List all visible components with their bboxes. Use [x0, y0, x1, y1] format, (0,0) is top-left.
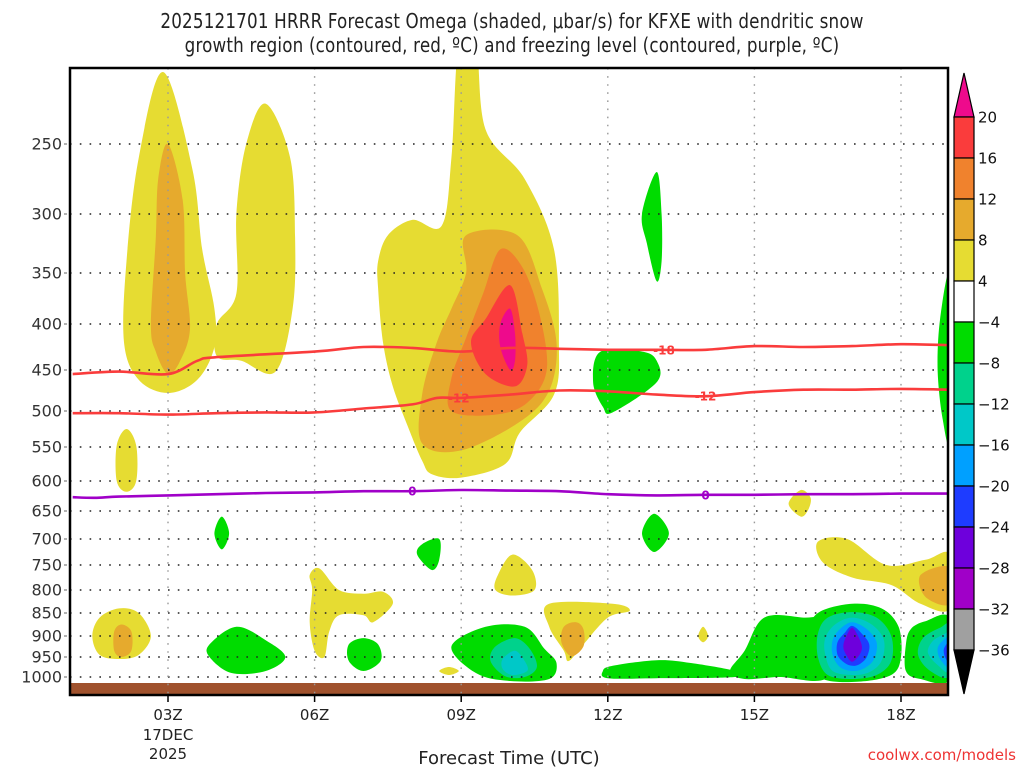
- colorbar-label: 8: [978, 232, 988, 250]
- colorbar-label: 20: [978, 109, 997, 127]
- temperature-contours-layer: -18 -12 -12 0 0: [72, 342, 948, 502]
- omega-region-green-diamond-04z: [214, 516, 230, 550]
- omega-region-yellow-blob-11z: [543, 601, 630, 662]
- colorbar-label: −28: [978, 560, 1010, 578]
- contour-label-freezing-level: 0: [408, 485, 416, 499]
- y-axis: 250 300 350 400 450 500 550 600 650 700 750 800 850 9…: [21, 135, 67, 687]
- omega-shading-layer: [92, 69, 948, 684]
- omega-region-yellow-diamond-16z: [788, 489, 811, 517]
- contour-label-dgz-top: -18: [653, 343, 675, 357]
- x-tick-label-18Z: 18Z: [886, 706, 915, 724]
- contour-label-freezing-level: 0: [701, 488, 709, 502]
- contour-freezing-level: [72, 488, 948, 500]
- y-tick-label-500: 500: [31, 402, 62, 421]
- omega-region-blue-blob-19z: [937, 636, 948, 668]
- chart-title-line-1: 2025121701 HRRR Forecast Omega (shaded, …: [160, 9, 864, 33]
- contour-dgz-bottom: [72, 387, 948, 416]
- omega-region-yellow-blob-10z: [494, 554, 537, 596]
- omega-region-green-edge-19z: [937, 274, 948, 445]
- y-tick-label-650: 650: [31, 502, 62, 521]
- y-tick-label-350: 350: [31, 264, 62, 283]
- y-tick-label-450: 450: [31, 361, 62, 380]
- colorbar-bin: [953, 239, 975, 282]
- colorbar-bin: [953, 485, 975, 528]
- colorbar-bin: [953, 608, 975, 651]
- omega-region-orange-patch-19z: [918, 565, 948, 606]
- colorbar-label: −24: [978, 519, 1010, 537]
- colorbar-bin: [953, 403, 975, 446]
- y-tick-label-550: 550: [31, 438, 62, 457]
- omega-region-orange-blob-02z-low: [113, 624, 133, 657]
- colorbar-label: 12: [978, 191, 997, 209]
- omega-region-yellow-band-17z: [816, 537, 948, 612]
- colorbar-label: −8: [978, 355, 1000, 373]
- chart-title-line-2: growth region (contoured, red, ºC) and f…: [184, 33, 840, 57]
- plot-frame: [68, 66, 950, 697]
- y-tick-label-850: 850: [31, 604, 62, 623]
- omega-region-yellow-plume-04z: [214, 103, 296, 375]
- omega-region-orange-blob-11z: [560, 622, 585, 657]
- y-tick-label-250: 250: [31, 135, 62, 154]
- y-tick-label-1000: 1000: [21, 668, 62, 687]
- colorbar-label: −20: [978, 478, 1010, 496]
- colorbar-bin: [953, 526, 975, 569]
- y-tick-label-800: 800: [31, 581, 62, 600]
- colorbar: 20 16 12 8 4 −4 −8 −12 −16 −20 −24 −28 −32 −36: [953, 72, 1010, 695]
- colorbar-label: −32: [978, 601, 1010, 619]
- contour-dgz-top: [72, 342, 948, 376]
- omega-region-green-blob-07z: [347, 638, 382, 671]
- colorbar-bin: [953, 567, 975, 610]
- colorbar-bin: [953, 321, 975, 364]
- omega-region-yellow-bow-06z: [309, 567, 394, 659]
- x-tick-label-15Z: 15Z: [740, 706, 769, 724]
- omega-region-yellow-bit-09z: [439, 667, 459, 675]
- omega-region-green-diamond-13z: [642, 513, 669, 552]
- colorbar-label: −36: [978, 642, 1010, 660]
- colorbar-label: −12: [978, 396, 1010, 414]
- colorbar-label: 4: [978, 273, 988, 291]
- colorbar-bin: [953, 116, 975, 159]
- colorbar-label: 16: [978, 150, 997, 168]
- y-tick-label-300: 300: [31, 205, 62, 224]
- omega-region-green-blob-08z: [416, 538, 441, 571]
- omega-region-green-patch-12z: [592, 348, 661, 414]
- omega-region-yellow-blob-02z: [115, 429, 138, 492]
- omega-region-green-sliver-13z: [641, 172, 663, 282]
- y-tick-label-600: 600: [31, 472, 62, 491]
- x-tick-label-03Z: 03Z: [153, 706, 182, 724]
- x-axis-title: Forecast Time (UTC): [418, 748, 599, 768]
- x-tick-label-12Z: 12Z: [593, 706, 622, 724]
- y-tick-label-900: 900: [31, 627, 62, 646]
- x-tick-sublabel: 17DEC: [143, 726, 194, 744]
- colorbar-under-arrow: [953, 649, 975, 695]
- x-tick-label-06Z: 06Z: [300, 706, 329, 724]
- colorbar-bin: [953, 157, 975, 200]
- omega-region-green-blob-04z: [206, 626, 286, 675]
- y-tick-label-700: 700: [31, 530, 62, 549]
- contour-label-dgz-bottom: -12: [695, 390, 717, 404]
- colorbar-label: −4: [978, 314, 1000, 332]
- omega-region-yellow-spot-14z: [698, 626, 708, 643]
- x-tick-label-09Z: 09Z: [447, 706, 476, 724]
- colorbar-bin: [953, 198, 975, 241]
- colorbar-bin: [953, 280, 975, 323]
- colorbar-bin: [953, 362, 975, 405]
- x-tick-sublabel: 2025: [149, 745, 187, 763]
- colorbar-bin: [953, 444, 975, 487]
- ground-band: [70, 683, 948, 695]
- colorbar-over-arrow: [953, 72, 975, 118]
- credit-link[interactable]: coolwx.com/models: [868, 746, 1016, 764]
- y-tick-label-950: 950: [31, 648, 62, 667]
- contour-label-dgz-bottom: -12: [448, 391, 470, 405]
- colorbar-label: −16: [978, 437, 1010, 455]
- y-tick-label-400: 400: [31, 315, 62, 334]
- omega-region-orange-core-03z: [150, 143, 191, 375]
- omega-region-purple-core-17z: [843, 627, 862, 662]
- y-tick-label-750: 750: [31, 556, 62, 575]
- omega-region-green-blob-13z: [601, 660, 743, 679]
